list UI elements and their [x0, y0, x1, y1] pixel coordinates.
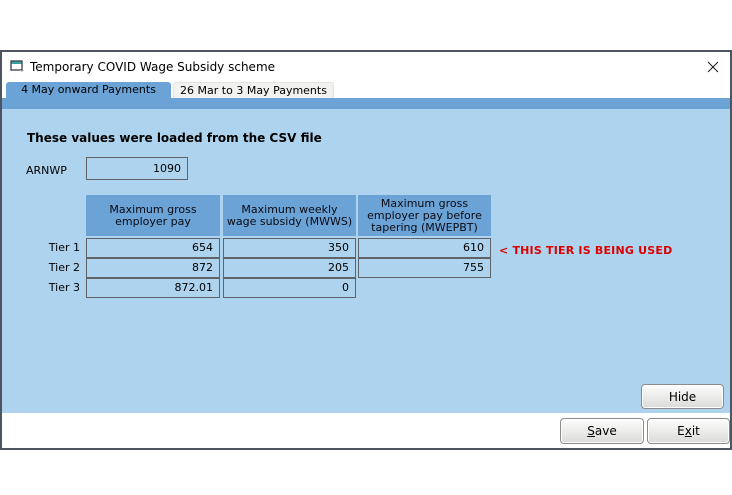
column-header-max-gross-employer-pay: Maximum gross employer pay — [86, 195, 220, 236]
close-icon[interactable] — [704, 58, 722, 76]
form-window-icon — [10, 60, 24, 72]
tier2-max-weekly-wage-subsidy[interactable]: 205 — [223, 258, 356, 278]
tab-strip — [2, 98, 730, 109]
tier2-max-gross-pay-before-tapering[interactable]: 755 — [358, 258, 491, 278]
tier1-label: Tier 1 — [48, 241, 80, 254]
titlebar: Temporary COVID Wage Subsidy scheme — [2, 52, 730, 82]
tab-page-content: These values were loaded from the CSV fi… — [2, 109, 730, 413]
tier3-max-weekly-wage-subsidy[interactable]: 0 — [223, 278, 356, 298]
hide-button[interactable]: Hide — [641, 384, 724, 409]
tier2-max-gross-employer-pay[interactable]: 872 — [86, 258, 220, 278]
tab-26-mar-to-3-may[interactable]: 26 Mar to 3 May Payments — [173, 82, 334, 98]
exit-button-label: Exit — [677, 424, 700, 438]
column-header-max-gross-pay-before-tapering: Maximum gross employer pay before taperi… — [358, 195, 491, 236]
save-button[interactable]: Save — [560, 418, 644, 444]
tier3-label: Tier 3 — [48, 281, 80, 294]
tab-4-may-onward[interactable]: 4 May onward Payments — [6, 82, 171, 98]
exit-button[interactable]: Exit — [647, 418, 730, 444]
save-button-label: Save — [587, 424, 617, 438]
tier1-max-gross-employer-pay[interactable]: 654 — [86, 238, 220, 258]
tier-in-use-annotation: < THIS TIER IS BEING USED — [499, 244, 673, 257]
window-title: Temporary COVID Wage Subsidy scheme — [30, 60, 276, 74]
arnwp-field[interactable]: 1090 — [86, 157, 188, 180]
column-header-max-weekly-wage-subsidy: Maximum weekly wage subsidy (MWWS) — [223, 195, 356, 236]
arnwp-label: ARNWP — [26, 164, 67, 177]
tab-bar: 4 May onward Payments 26 Mar to 3 May Pa… — [4, 82, 732, 98]
tier3-max-gross-employer-pay[interactable]: 872.01 — [86, 278, 220, 298]
tier1-max-gross-pay-before-tapering[interactable]: 610 — [358, 238, 491, 258]
tier2-label: Tier 2 — [48, 261, 80, 274]
tier1-max-weekly-wage-subsidy[interactable]: 350 — [223, 238, 356, 258]
wage-subsidy-dialog: Temporary COVID Wage Subsidy scheme 4 Ma… — [0, 50, 732, 450]
csv-loaded-heading: These values were loaded from the CSV fi… — [27, 131, 322, 145]
